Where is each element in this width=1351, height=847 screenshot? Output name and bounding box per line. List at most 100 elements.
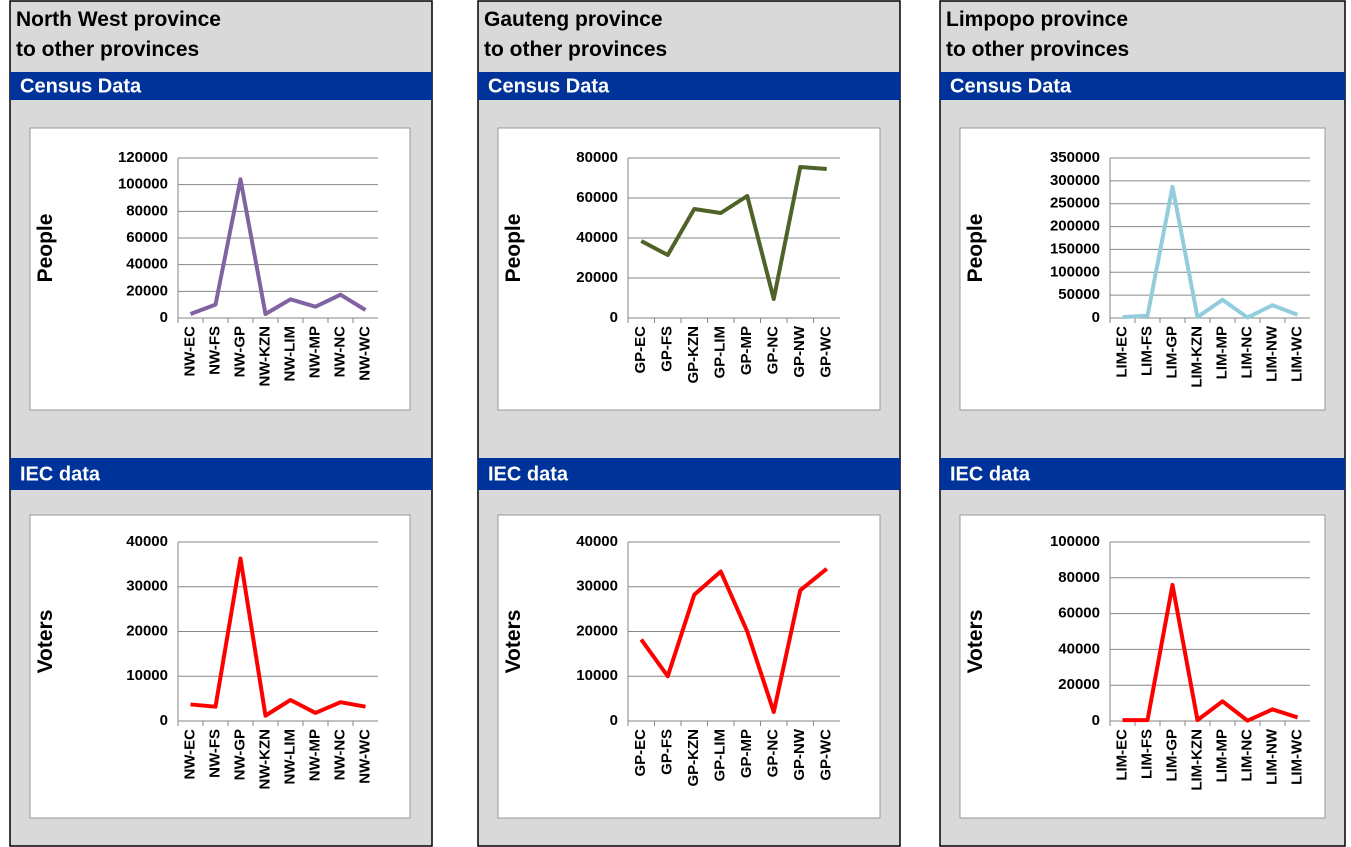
- y-tick-label: 100000: [1050, 533, 1100, 550]
- x-tick-label: LIM-MP: [1213, 729, 1230, 782]
- y-axis-label: People: [502, 214, 525, 283]
- y-tick-label: 350000: [1050, 149, 1100, 166]
- x-tick-label: NW-GP: [231, 729, 248, 780]
- data-line: [189, 177, 367, 316]
- y-tick-label: 0: [1092, 712, 1100, 729]
- section-header: IEC data: [950, 463, 1031, 485]
- data-line: [190, 556, 366, 718]
- y-axis-label: Voters: [34, 610, 57, 674]
- x-tick-label: LIM-FS: [1138, 729, 1155, 779]
- y-tick-label: 80000: [576, 149, 618, 166]
- chart-box: [29, 127, 411, 411]
- y-tick-label: 60000: [576, 189, 618, 206]
- x-tick-label: NW-EC: [181, 326, 198, 377]
- y-tick-label: 300000: [1050, 172, 1100, 189]
- x-tick-label: GP-EC: [632, 729, 649, 777]
- x-tick-label: GP-NW: [791, 728, 808, 781]
- section-header: IEC data: [488, 463, 569, 485]
- section-header: Census Data: [488, 75, 610, 97]
- y-axis-label: Voters: [964, 610, 987, 674]
- x-tick-label: GP-KZN: [685, 729, 702, 787]
- x-tick-label: GP-FS: [659, 326, 676, 372]
- y-tick-label: 30000: [126, 578, 168, 595]
- section-header-bar: [10, 458, 432, 490]
- x-tick-label: NW-LIM: [281, 729, 298, 785]
- x-tick-label: NW-FS: [206, 326, 223, 375]
- y-tick-label: 80000: [126, 202, 168, 219]
- x-tick-label: GP-NC: [765, 729, 782, 778]
- panel-title: to other provinces: [484, 38, 667, 61]
- x-tick-label: GP-MP: [738, 729, 755, 778]
- x-tick-label: NW-WC: [356, 326, 373, 381]
- x-tick-label: LIM-NW: [1263, 325, 1280, 382]
- y-tick-label: 0: [610, 309, 618, 326]
- y-tick-label: 40000: [1058, 640, 1100, 657]
- panel-title: Gauteng province: [484, 8, 663, 31]
- y-tick-label: 20000: [1058, 676, 1100, 693]
- x-tick-label: NW-EC: [181, 729, 198, 780]
- x-tick-label: LIM-WC: [1288, 729, 1305, 785]
- y-tick-label: 20000: [126, 282, 168, 299]
- section-header-bar: [478, 72, 900, 100]
- x-tick-label: LIM-EC: [1113, 729, 1130, 781]
- x-tick-label: NW-KZN: [256, 729, 273, 790]
- x-tick-label: NW-NC: [331, 729, 348, 781]
- x-tick-label: LIM-WC: [1288, 326, 1305, 382]
- y-tick-label: 80000: [1058, 569, 1100, 586]
- x-tick-label: GP-KZN: [685, 326, 702, 384]
- x-tick-label: LIM-KZN: [1188, 729, 1205, 791]
- y-tick-label: 0: [1092, 309, 1100, 326]
- x-tick-label: GP-LIM: [712, 326, 729, 379]
- y-tick-label: 40000: [126, 533, 168, 550]
- y-tick-label: 40000: [576, 229, 618, 246]
- chart-box: [29, 514, 411, 819]
- section-header-bar: [940, 72, 1345, 100]
- x-tick-label: NW-FS: [206, 729, 223, 778]
- x-tick-label: LIM-NC: [1238, 326, 1255, 379]
- y-tick-label: 100000: [118, 176, 168, 193]
- x-tick-label: GP-NC: [765, 326, 782, 375]
- x-tick-label: GP-MP: [738, 326, 755, 375]
- x-tick-label: LIM-NC: [1238, 729, 1255, 782]
- y-tick-label: 0: [160, 712, 168, 729]
- y-tick-label: 40000: [576, 533, 618, 550]
- y-tick-label: 10000: [126, 667, 168, 684]
- y-tick-label: 40000: [126, 256, 168, 273]
- section-header-bar: [10, 72, 432, 100]
- y-tick-label: 10000: [576, 667, 618, 684]
- section-header-bar: [478, 458, 900, 490]
- x-tick-label: GP-NW: [791, 325, 808, 378]
- x-tick-label: NW-KZN: [256, 326, 273, 387]
- chart-box: [497, 127, 881, 411]
- chart-box: [959, 127, 1326, 411]
- section-header: Census Data: [20, 75, 142, 97]
- y-tick-label: 200000: [1050, 218, 1100, 235]
- y-tick-label: 0: [610, 712, 618, 729]
- x-tick-label: NW-WC: [356, 729, 373, 784]
- x-tick-label: GP-EC: [632, 326, 649, 374]
- panel-title: North West province: [16, 8, 221, 31]
- panel-title: to other provinces: [946, 38, 1129, 61]
- x-tick-label: LIM-EC: [1113, 326, 1130, 378]
- y-tick-label: 60000: [1058, 605, 1100, 622]
- section-header: Census Data: [950, 75, 1072, 97]
- panel-title: to other provinces: [16, 38, 199, 61]
- y-tick-label: 120000: [118, 149, 168, 166]
- x-tick-label: LIM-GP: [1163, 326, 1180, 379]
- data-line: [639, 567, 829, 715]
- y-tick-label: 0: [160, 309, 168, 326]
- data-line: [1122, 184, 1299, 320]
- x-tick-label: NW-LIM: [281, 326, 298, 382]
- x-tick-label: GP-LIM: [712, 729, 729, 782]
- y-tick-label: 60000: [126, 229, 168, 246]
- x-tick-label: NW-GP: [231, 326, 248, 377]
- x-tick-label: NW-NC: [331, 326, 348, 378]
- x-tick-label: NW-MP: [306, 729, 323, 781]
- y-tick-label: 50000: [1058, 286, 1100, 303]
- y-tick-label: 30000: [576, 578, 618, 595]
- section-header-bar: [940, 458, 1345, 490]
- chart-box: [959, 514, 1326, 819]
- y-axis-label: People: [34, 214, 57, 283]
- y-tick-label: 250000: [1050, 195, 1100, 212]
